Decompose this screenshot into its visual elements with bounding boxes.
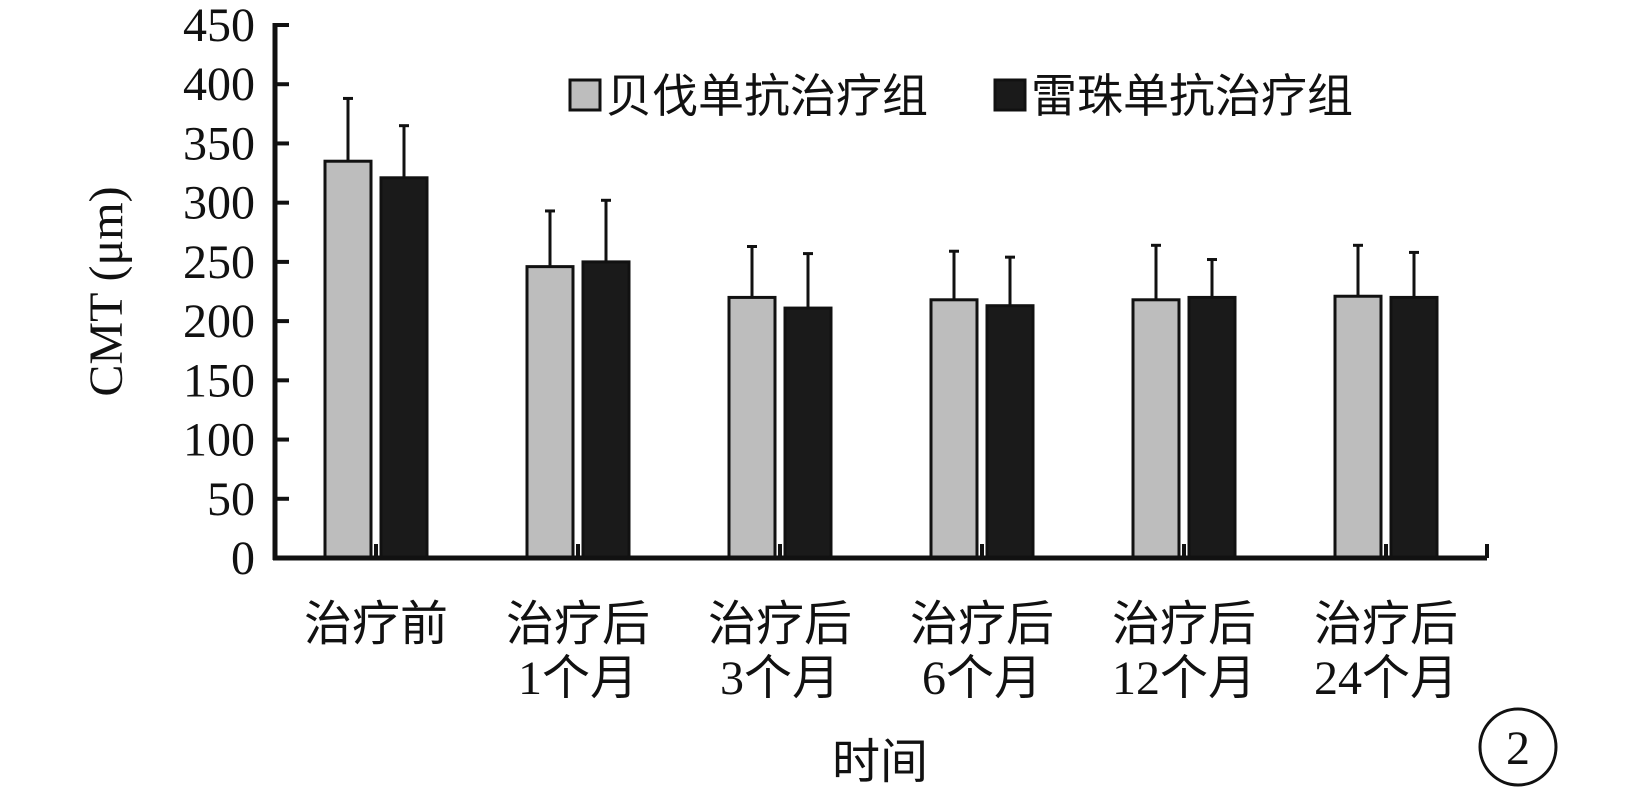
x-tick-label: 1个月 [518,652,638,705]
panel-label: 2 [1506,722,1530,775]
x-tick-label: 治疗后 [1314,598,1458,651]
y-tick-label: 400 [183,58,255,111]
x-tick-label: 治疗后 [708,598,852,651]
y-tick-label: 350 [183,117,255,170]
y-tick-label: 250 [183,236,255,289]
bar [525,265,575,560]
legend: 贝伐单抗治疗组 雷珠单抗治疗组 [568,71,1353,122]
x-tick-label: 24个月 [1314,652,1458,705]
legend-swatch [993,78,1027,112]
bars-layer [323,96,1489,560]
bar [783,306,833,560]
y-tick-label: 100 [183,414,255,467]
bar [985,304,1035,560]
bar [581,260,631,560]
x-tick-label: 12个月 [1112,652,1256,705]
y-tick-label: 450 [183,0,255,52]
panel-label-badge: 2 [1478,707,1558,787]
y-tick-label: 150 [183,354,255,407]
x-tick-label: 治疗前 [304,598,448,651]
bar [323,159,373,560]
y-ticks: 0 50 100 150 200 250 300 350 400 450 [183,0,289,585]
y-tick-label: 50 [207,473,255,526]
x-tick-label: 6个月 [922,652,1042,705]
bar [1333,294,1383,560]
bar [1131,298,1181,560]
y-tick-label: 200 [183,295,255,348]
x-tick-label: 3个月 [720,652,840,705]
legend-label: 雷珠单抗治疗组 [1031,71,1353,122]
x-axis-title: 时间 [832,736,928,789]
y-axis-title: CMT (μm) [80,186,133,396]
y-tick-label: 0 [231,532,255,585]
y-tick-label: 300 [183,177,255,230]
x-tick-label: 治疗后 [506,598,650,651]
bar [1389,295,1439,560]
bar [379,176,429,560]
bar [1187,295,1237,560]
legend-label: 贝伐单抗治疗组 [606,71,928,122]
legend-swatch [568,78,602,112]
bar [727,295,777,560]
axes-layer [272,23,1487,561]
bar [929,298,979,560]
x-tick-label: 治疗后 [910,598,1054,651]
x-tick-label: 治疗后 [1112,598,1256,651]
